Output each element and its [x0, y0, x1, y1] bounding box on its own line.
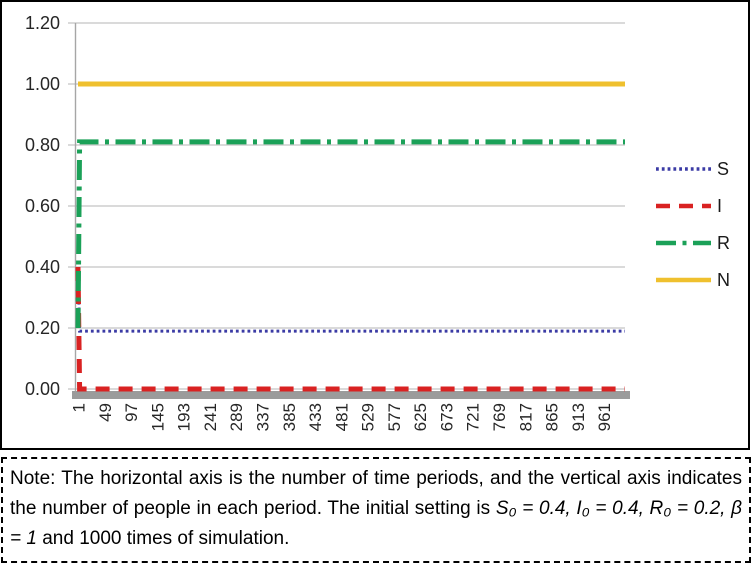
- x-tick-label: 721: [464, 403, 483, 431]
- x-tick-label: 385: [280, 403, 299, 431]
- note-text-after: and 1000 times of simulation.: [36, 528, 290, 549]
- legend-line-I-icon: [656, 203, 711, 208]
- x-tick-label: 49: [96, 403, 115, 422]
- note-text: Note: The horizontal axis is the number …: [10, 464, 742, 554]
- x-tick-label: 913: [569, 403, 588, 431]
- y-tick-label: 1.20: [25, 13, 60, 33]
- chart-area: 1.20 1.00 0.80 0.60 0.40 0.20 0.00 1 49 97 145 193 2…: [0, 0, 750, 450]
- y-tick-label: 1.00: [25, 74, 60, 94]
- y-tick-label: 0.20: [25, 318, 60, 338]
- legend-label-I: I: [717, 195, 723, 216]
- legend-label-R: R: [717, 232, 730, 253]
- legend-item-I: I: [655, 187, 747, 224]
- x-tick-label: 577: [385, 403, 404, 431]
- x-tick-label: 433: [306, 403, 325, 431]
- x-tick-label: 673: [438, 403, 457, 431]
- series-line-S: [76, 266, 625, 333]
- x-tick-label: 769: [490, 403, 509, 431]
- note-math-segment: S₀ = 0.4, I₀ = 0.4, R₀ = 0.2, β = 1: [10, 498, 743, 549]
- y-tick-label: 0.00: [25, 379, 60, 399]
- note-text-before: Note: The horizontal axis is the number …: [10, 468, 742, 519]
- x-tick-label: 193: [175, 403, 194, 431]
- legend-item-N: N: [655, 261, 747, 298]
- x-tick-label: 1: [70, 403, 89, 412]
- legend-label-S: S: [717, 158, 730, 179]
- legend-line-N-icon: [656, 277, 711, 282]
- y-tick-label: 0.40: [25, 257, 60, 277]
- x-tick-label: 97: [122, 403, 141, 422]
- legend-line-R-icon: [656, 240, 711, 245]
- legend-label-N: N: [717, 269, 730, 290]
- series-line-I: [75, 266, 625, 392]
- sir-line-chart: 1.20 1.00 0.80 0.60 0.40 0.20 0.00 1 49 97 145 193 2…: [25, 13, 630, 431]
- legend-item-R: R: [655, 224, 747, 261]
- x-tick-label: 241: [201, 403, 220, 431]
- y-tick-label: 0.80: [25, 135, 60, 155]
- note-box: Note: The horizontal axis is the number …: [1, 457, 751, 563]
- legend-line-S-icon: [656, 166, 711, 171]
- x-tick-label: 625: [411, 403, 430, 431]
- x-tick-label: 817: [516, 403, 535, 431]
- y-tick-label: 0.60: [25, 196, 60, 216]
- series-line-R: [75, 139, 625, 329]
- x-tick-label: 865: [543, 403, 562, 431]
- legend-item-S: S: [655, 150, 747, 187]
- x-tick-label: 961: [595, 403, 614, 431]
- x-tick-label: 529: [359, 403, 378, 431]
- x-tick-label: 481: [332, 403, 351, 431]
- x-tick-label: 289: [227, 403, 246, 431]
- x-tick-label: 145: [148, 403, 167, 431]
- x-axis-bar: [72, 391, 630, 399]
- x-tick-label: 337: [254, 403, 273, 431]
